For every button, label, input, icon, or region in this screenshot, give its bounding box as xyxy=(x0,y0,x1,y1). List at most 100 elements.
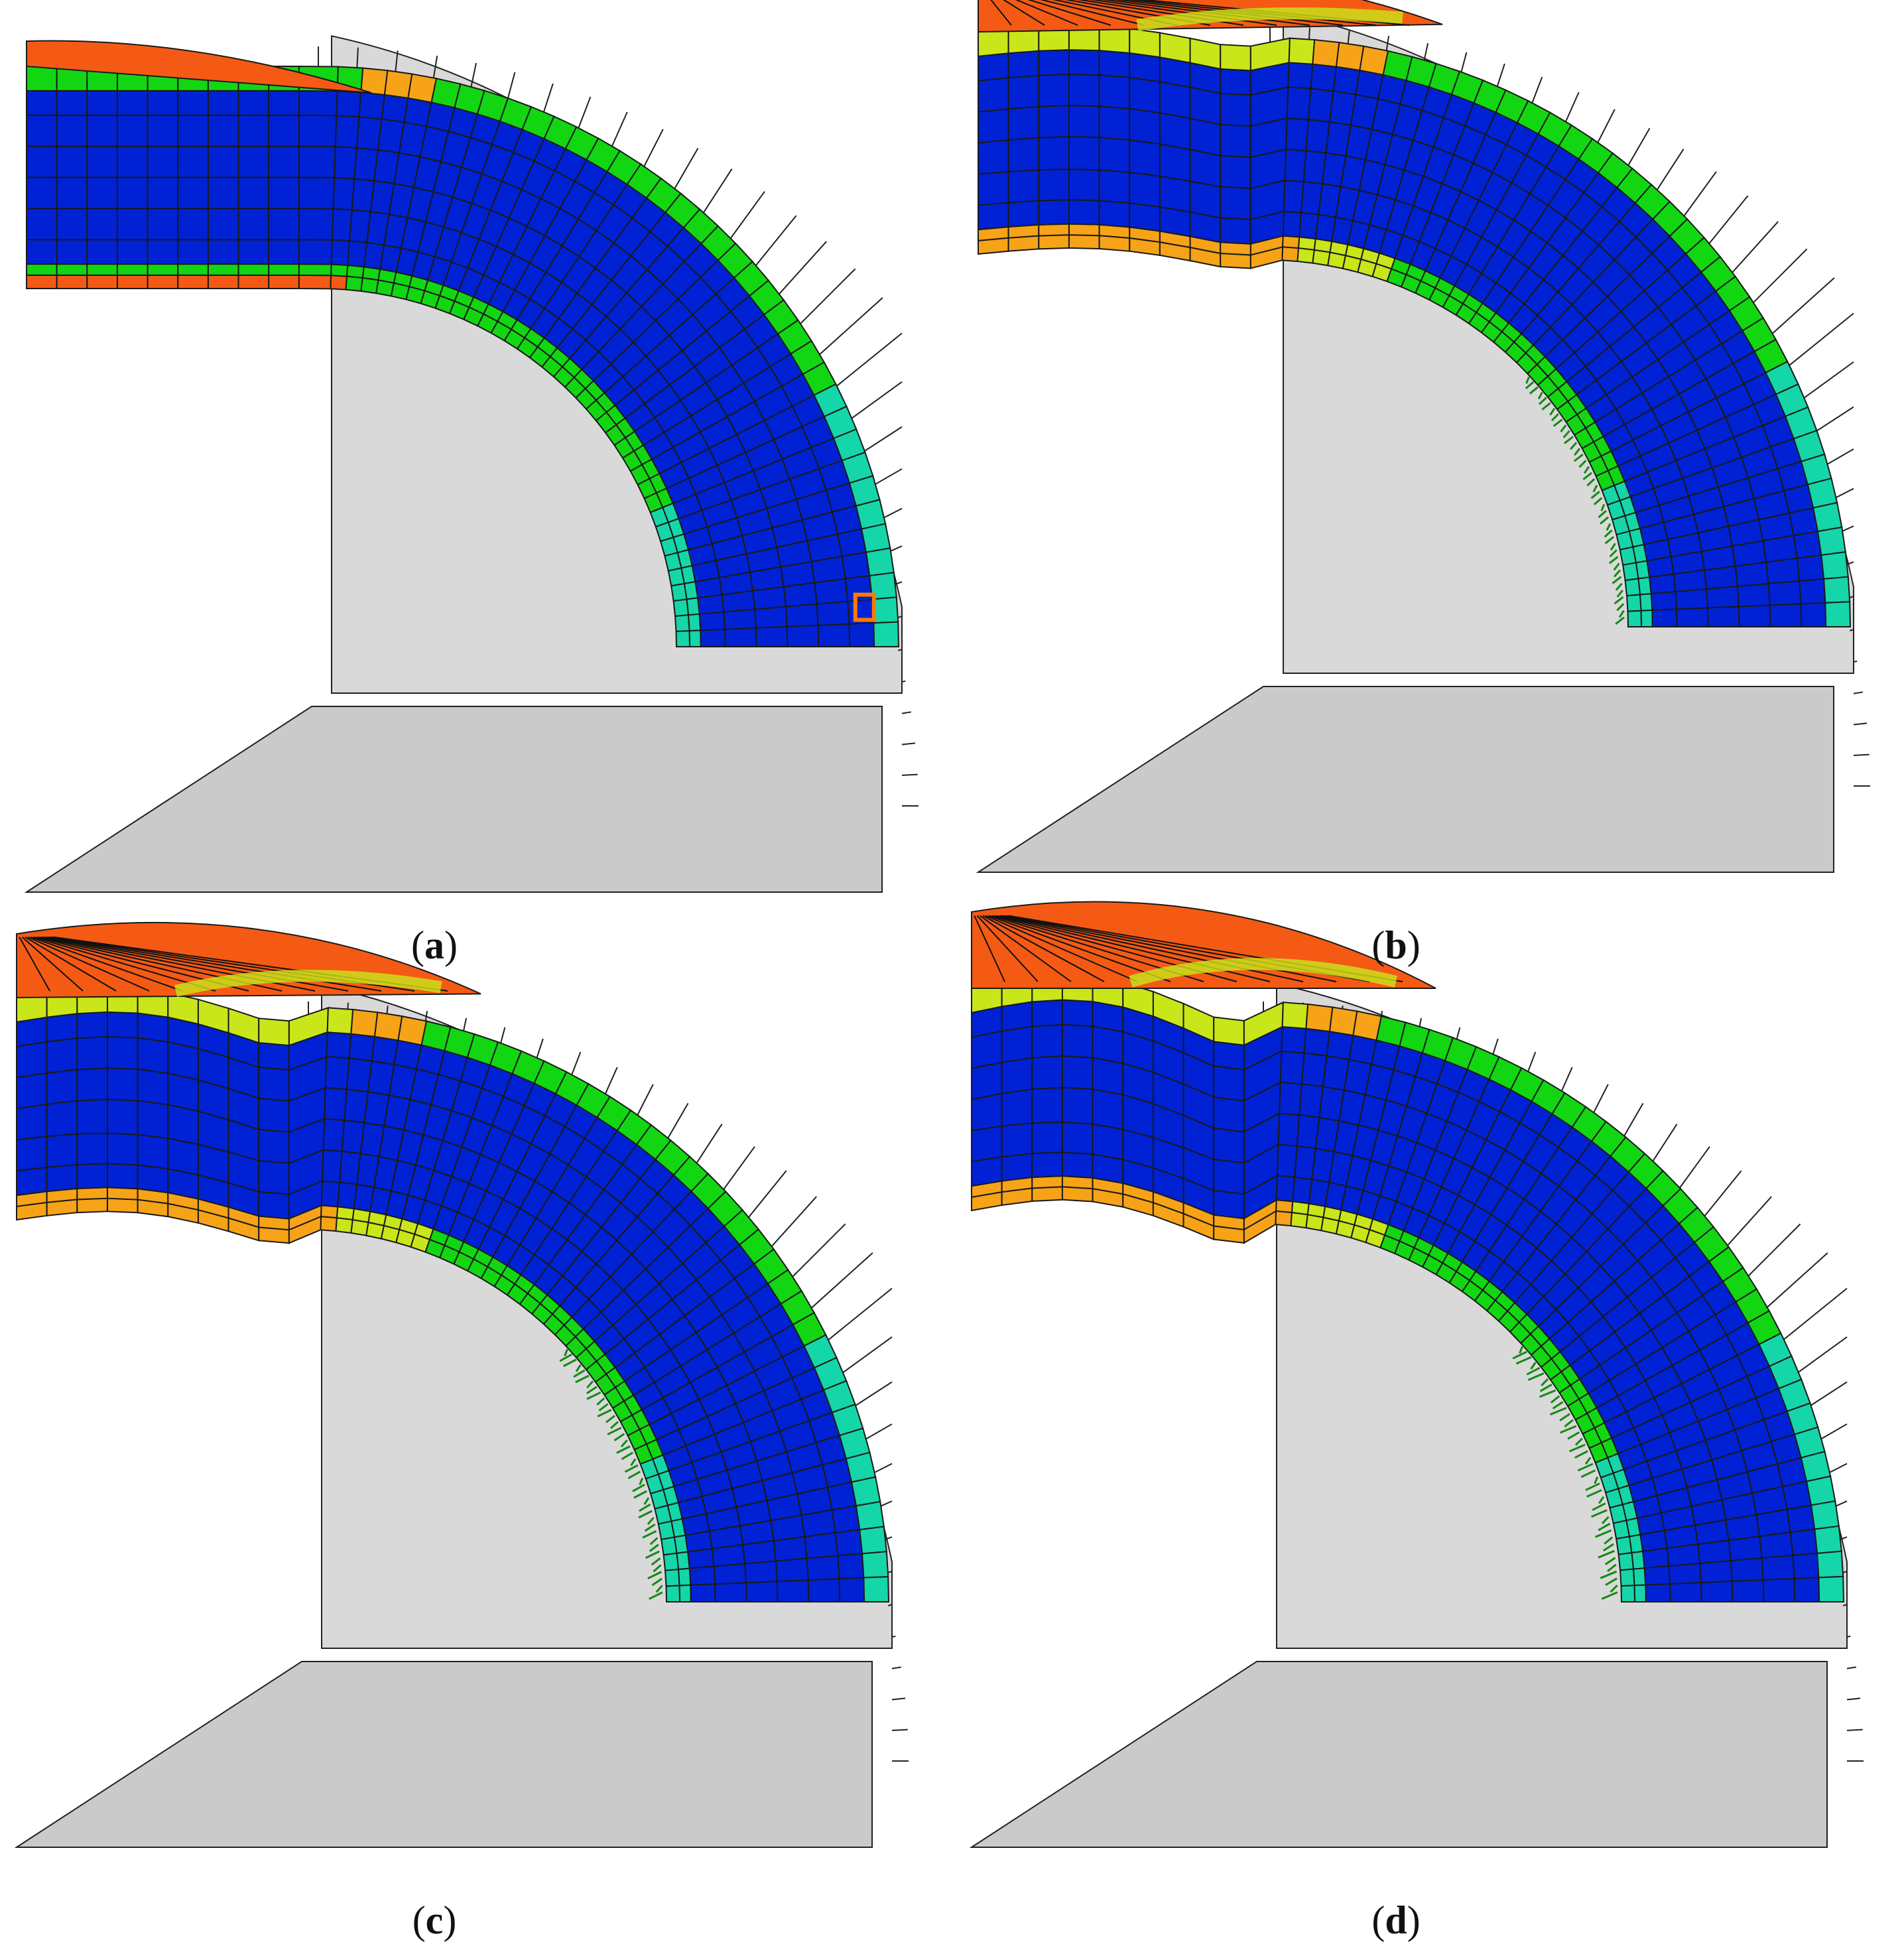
mesh-element xyxy=(1651,608,1678,627)
mesh-element xyxy=(713,1563,747,1585)
mesh-element xyxy=(1038,223,1070,237)
mesh-element xyxy=(1220,186,1251,220)
mesh-element xyxy=(137,1068,169,1106)
mesh-element xyxy=(207,90,239,116)
mesh-element xyxy=(1627,610,1643,627)
mesh-element xyxy=(1007,169,1040,204)
mesh-element xyxy=(776,1579,810,1602)
mesh-element xyxy=(26,208,58,241)
mesh-element xyxy=(1759,1532,1794,1559)
mesh-element xyxy=(1220,217,1251,245)
mesh-element xyxy=(1068,105,1100,139)
mesh-element xyxy=(237,208,270,241)
mesh-element xyxy=(26,176,58,210)
mesh-element xyxy=(1624,578,1641,597)
panel-c xyxy=(14,921,909,1848)
mesh-element xyxy=(268,274,300,289)
mesh-element xyxy=(1823,576,1851,604)
mesh-element xyxy=(860,523,891,553)
mesh-element xyxy=(76,1197,108,1214)
mesh-element xyxy=(1092,1025,1124,1065)
mesh-element xyxy=(1129,107,1161,145)
mesh-element xyxy=(838,1577,865,1602)
mesh-element xyxy=(330,275,348,291)
mesh-element xyxy=(841,551,871,580)
mesh-element xyxy=(816,600,850,626)
mesh-element xyxy=(755,625,789,647)
mesh-element xyxy=(324,1055,350,1090)
mesh-element xyxy=(177,114,209,147)
mesh-element xyxy=(147,145,179,178)
mesh-element xyxy=(1068,136,1100,171)
mesh-element xyxy=(137,1164,169,1194)
mesh-element xyxy=(116,263,149,276)
mesh-element xyxy=(1092,1088,1124,1130)
mesh-element xyxy=(56,208,88,241)
mesh-element xyxy=(1213,1127,1245,1164)
mesh-element xyxy=(1129,76,1161,114)
mesh-element xyxy=(1281,1002,1309,1029)
mesh-element xyxy=(1007,137,1040,172)
mesh-element xyxy=(1038,105,1070,139)
mesh-element xyxy=(86,114,118,147)
mesh-element xyxy=(1816,526,1846,556)
mesh-element xyxy=(1129,52,1161,83)
mesh-element xyxy=(865,547,895,577)
mesh-element xyxy=(675,630,691,647)
mesh-element xyxy=(1287,62,1314,90)
mesh-element xyxy=(807,1578,841,1602)
mesh-element xyxy=(86,176,118,210)
mesh-element xyxy=(207,208,239,241)
mesh-element xyxy=(1619,1568,1635,1587)
mesh-element xyxy=(26,274,58,289)
mesh-element xyxy=(1038,49,1070,76)
mesh-element xyxy=(207,176,239,210)
mesh-element xyxy=(258,1042,290,1071)
mesh-element xyxy=(1730,1557,1764,1583)
mesh-element xyxy=(76,1187,108,1201)
mesh-element xyxy=(1275,1175,1296,1203)
mesh-element xyxy=(76,1163,108,1189)
mesh-element xyxy=(56,176,88,210)
mesh-element xyxy=(26,66,58,92)
mesh-element xyxy=(873,621,900,647)
support-plate xyxy=(24,706,883,893)
mesh-element xyxy=(672,598,690,618)
mesh-element xyxy=(1061,1023,1094,1059)
mesh-element xyxy=(1220,252,1251,269)
mesh-element xyxy=(106,1067,139,1102)
mesh-element xyxy=(1675,588,1709,610)
mesh-element xyxy=(688,629,702,647)
mesh-element xyxy=(26,239,58,265)
mesh-element xyxy=(268,90,300,116)
mesh-element xyxy=(1189,180,1222,219)
mesh-element xyxy=(1220,68,1251,96)
mesh-element xyxy=(46,1163,78,1193)
mesh-element xyxy=(754,606,788,629)
mesh-element xyxy=(1129,171,1161,208)
mesh-element xyxy=(1704,565,1739,590)
mesh-element xyxy=(76,1132,108,1165)
mesh-element xyxy=(1282,235,1301,249)
mesh-element xyxy=(1820,551,1849,580)
mesh-element xyxy=(237,239,270,265)
mesh-element xyxy=(1277,1112,1301,1147)
mesh-element xyxy=(1283,179,1304,214)
mesh-element xyxy=(258,1017,290,1047)
mesh-element xyxy=(336,90,362,118)
mesh-element xyxy=(147,263,179,276)
mesh-element xyxy=(1793,1577,1820,1602)
mesh-element xyxy=(322,1118,346,1152)
mesh-element xyxy=(665,1585,681,1602)
mesh-element xyxy=(76,1011,108,1039)
support-plate xyxy=(976,686,1834,873)
mesh-element xyxy=(814,578,849,605)
mesh-element xyxy=(1098,74,1131,109)
mesh-element xyxy=(1129,202,1161,232)
mesh-element xyxy=(46,1100,78,1138)
mesh-element xyxy=(106,1011,139,1039)
mesh-element xyxy=(1061,1086,1094,1125)
mesh-element xyxy=(326,1031,352,1059)
mesh-element xyxy=(1738,604,1771,627)
